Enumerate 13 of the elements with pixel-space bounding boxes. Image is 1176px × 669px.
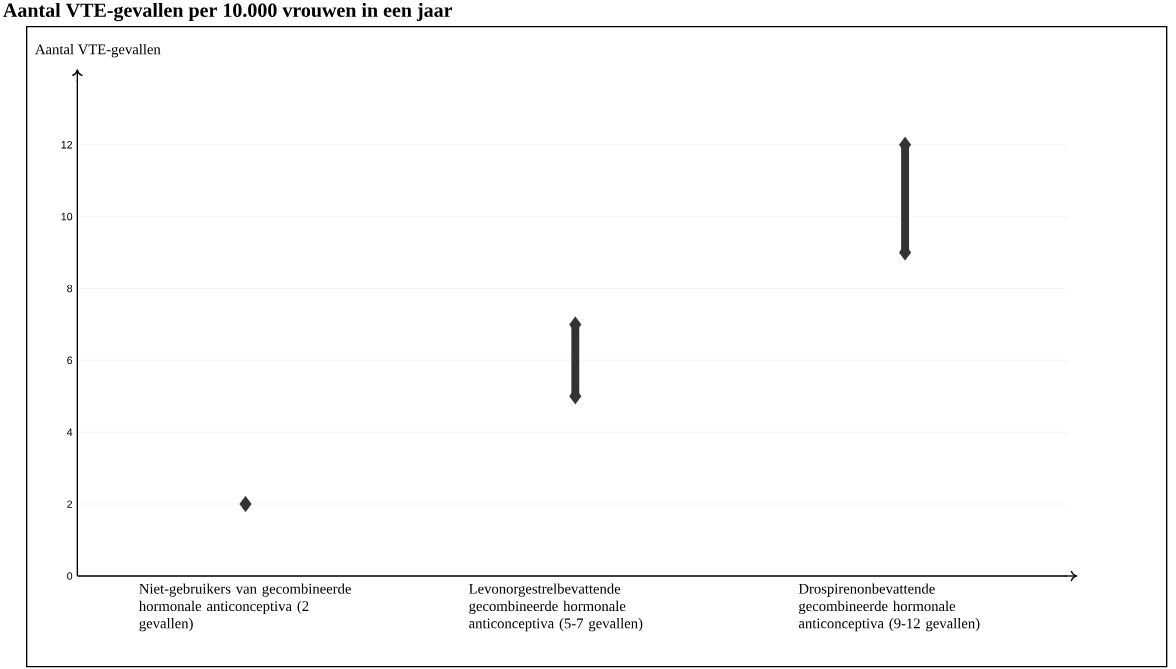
y-tick-label: 8 <box>67 284 73 293</box>
y-tick-label: 0 <box>67 572 73 580</box>
y-axis-title: Aantal VTE-gevallen <box>35 43 161 58</box>
y-tick-label: 4 <box>66 428 73 436</box>
y-tick-label: 2 <box>67 500 73 508</box>
x-tick-label: Levonorgestrelbevattende gecombineerde hormonale anticonceptiva (5-7 gevallen) <box>469 583 643 632</box>
x-tick-label: Niet-gebruikers van gecombineerde hormonale anticonceptiva (2 gevallen) <box>139 583 351 632</box>
chart-title: Aantal VTE-gevallen per 10.000 vrouwen in een jaar <box>3 2 453 22</box>
point <box>239 495 252 513</box>
y-tick-label: 12 <box>61 140 73 149</box>
y-tick-label: 10 <box>61 212 73 221</box>
x-tick-label: Drospirenonbevattende gecombineerde hormonale anticonceptiva (9-12 gevallen) <box>798 583 980 632</box>
y-tick-label: 6 <box>67 356 73 364</box>
